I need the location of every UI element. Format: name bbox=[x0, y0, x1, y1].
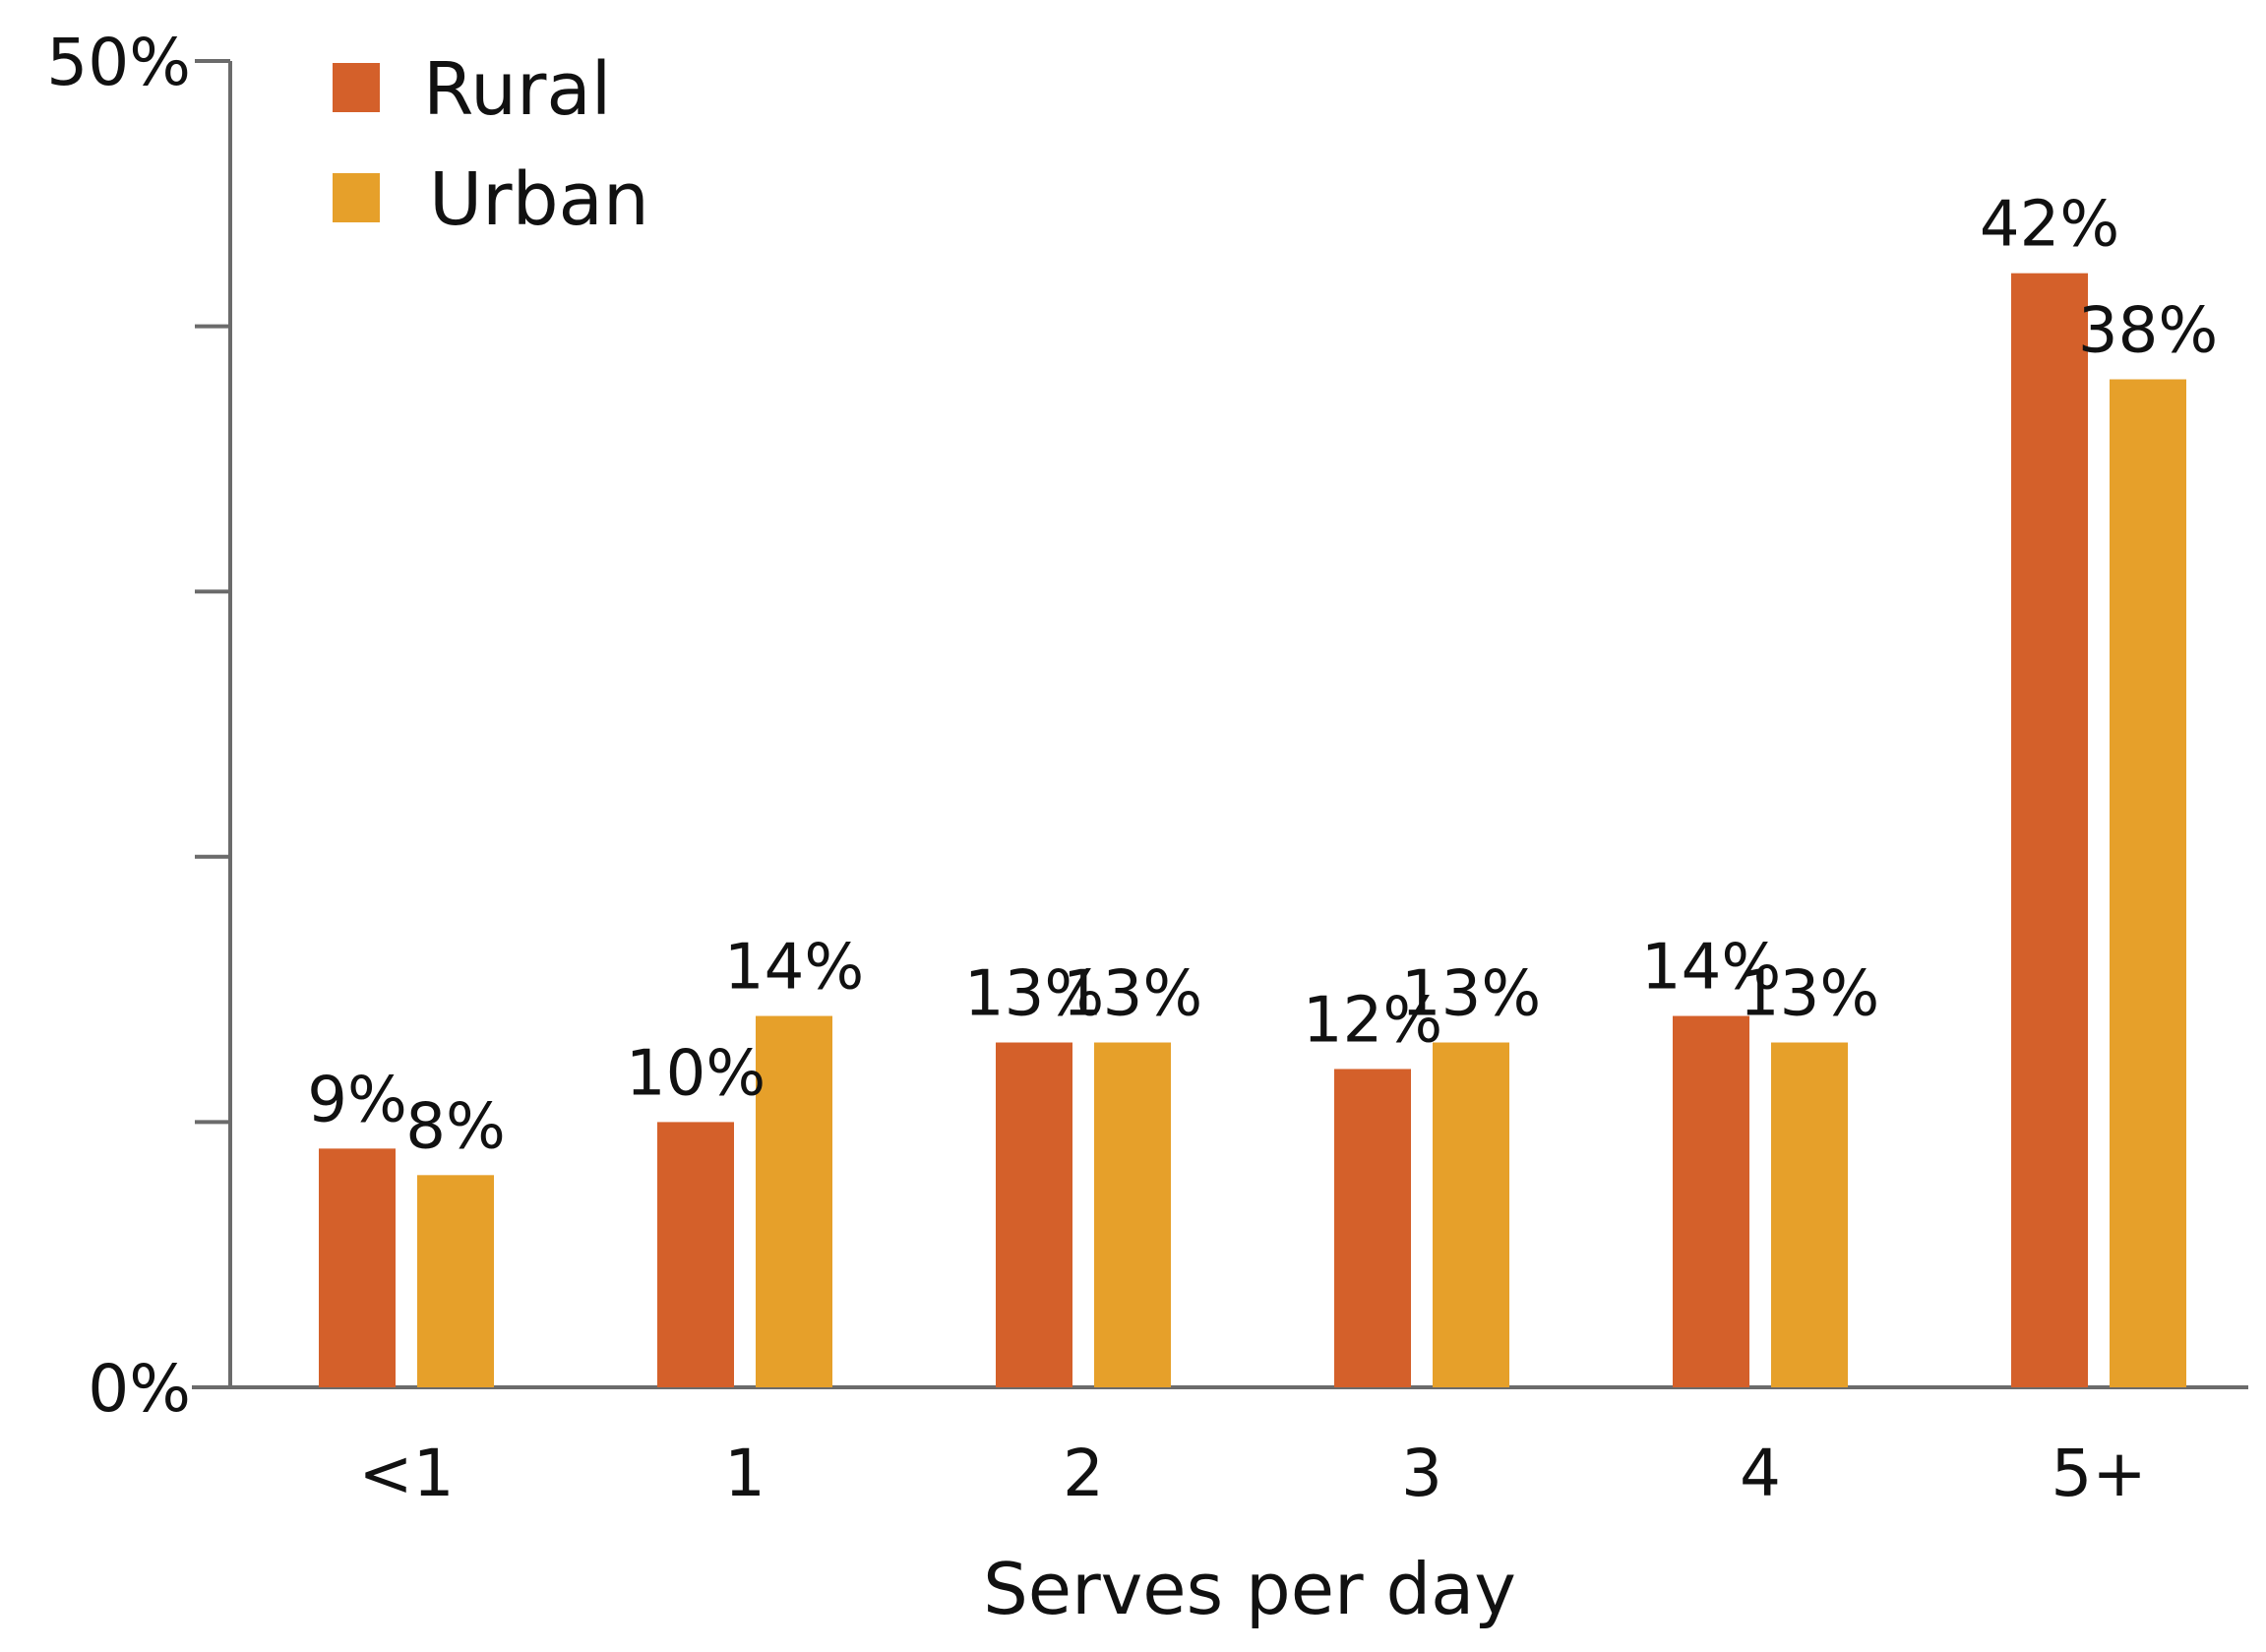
legend: Rural Urban bbox=[333, 47, 649, 242]
bar-urban-4 bbox=[1771, 1042, 1848, 1387]
data-label-urban-1: 14% bbox=[724, 932, 864, 1005]
data-label-urban-3: 13% bbox=[1401, 958, 1541, 1031]
bar-urban-5 bbox=[2110, 379, 2186, 1387]
data-label-rural-5: 42% bbox=[1980, 189, 2119, 262]
bar-rural-5 bbox=[2011, 273, 2088, 1388]
bars bbox=[319, 273, 2186, 1388]
x-tick-label: 5+ bbox=[2051, 1436, 2146, 1511]
y-tick-label: 50% bbox=[46, 25, 191, 100]
bar-rural-4 bbox=[1673, 1015, 1749, 1387]
bar-rural-1 bbox=[657, 1122, 734, 1387]
data-label-urban-2: 13% bbox=[1063, 958, 1202, 1031]
x-tick-label: <1 bbox=[358, 1436, 454, 1511]
legend-swatch-urban bbox=[333, 173, 380, 222]
x-tick-label: 4 bbox=[1740, 1436, 1781, 1511]
data-labels: 9%8%10%14% 13%13% 12%13% 14%13%42%38% bbox=[307, 189, 2218, 1164]
bar-rural-3 bbox=[1334, 1069, 1411, 1387]
data-label-rural-0: 9% bbox=[307, 1064, 407, 1136]
data-label-urban-0: 8% bbox=[405, 1090, 506, 1163]
data-label-rural-2: 13% bbox=[964, 958, 1104, 1031]
y-ticks: 0% 50% bbox=[46, 25, 230, 1427]
legend-label-urban: Urban bbox=[429, 157, 649, 242]
legend-swatch-rural bbox=[333, 63, 380, 112]
x-tick-labels: <1 1 2 3 4 5+ bbox=[358, 1436, 2146, 1511]
x-tick-label: 1 bbox=[724, 1436, 766, 1511]
data-label-rural-1: 10% bbox=[626, 1037, 766, 1110]
bar-rural-0 bbox=[319, 1148, 396, 1387]
bar-urban-3 bbox=[1433, 1042, 1509, 1387]
y-tick-label: 0% bbox=[88, 1351, 191, 1427]
x-tick-label: 3 bbox=[1401, 1436, 1442, 1511]
legend-label-rural: Rural bbox=[423, 47, 611, 132]
bar-rural-2 bbox=[996, 1042, 1072, 1387]
x-tick-label: 2 bbox=[1063, 1436, 1104, 1511]
bar-urban-2 bbox=[1094, 1042, 1171, 1387]
data-label-rural-3: 12% bbox=[1303, 984, 1442, 1057]
data-label-rural-4: 14% bbox=[1641, 932, 1781, 1005]
data-label-urban-5: 38% bbox=[2078, 295, 2218, 368]
data-label-urban-4: 13% bbox=[1740, 958, 1879, 1031]
bar-urban-0 bbox=[417, 1175, 494, 1387]
bar-urban-1 bbox=[756, 1015, 832, 1387]
x-axis-title: Serves per day bbox=[983, 1548, 1516, 1630]
